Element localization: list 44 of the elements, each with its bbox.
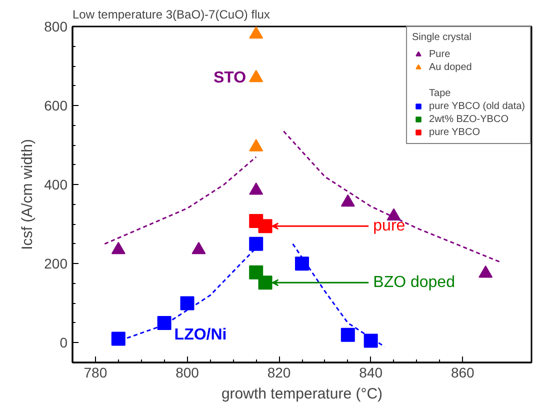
x-tick-label: 860 bbox=[450, 364, 475, 380]
y-tick-label: 800 bbox=[44, 18, 68, 34]
y-tick-label: 0 bbox=[60, 334, 68, 351]
point bbox=[295, 256, 309, 271]
point bbox=[111, 332, 126, 346]
y-tick-label: 400 bbox=[44, 176, 68, 193]
point bbox=[249, 26, 264, 39]
y-axis-title: Icsf (A/cm width) bbox=[19, 139, 36, 250]
legend-label: Pure bbox=[429, 48, 450, 60]
point bbox=[111, 242, 126, 254]
point bbox=[258, 219, 272, 234]
x-tick-label: 820 bbox=[267, 364, 291, 380]
point bbox=[249, 70, 264, 82]
point bbox=[258, 276, 272, 290]
legend-label: 2wt% BZO-YBCO bbox=[429, 113, 508, 125]
annotation: BZO doped bbox=[373, 274, 455, 292]
x-tick-label: 780 bbox=[84, 364, 108, 380]
point bbox=[478, 266, 493, 278]
point bbox=[249, 182, 264, 195]
point bbox=[386, 208, 401, 220]
point bbox=[364, 334, 378, 348]
point bbox=[340, 194, 355, 207]
point bbox=[192, 242, 206, 254]
chart-title: Low temperature 3(BaO)-7(CuO) flux bbox=[72, 8, 270, 22]
point bbox=[180, 296, 194, 310]
point bbox=[249, 236, 264, 251]
text: Single crystal bbox=[412, 32, 472, 43]
x-tick-label: 800 bbox=[176, 364, 200, 380]
y-tick-label: 600 bbox=[44, 98, 68, 114]
point bbox=[249, 265, 264, 280]
point bbox=[157, 316, 172, 330]
legend-label: pure YBCO (old data) bbox=[429, 100, 525, 112]
x-axis-title: growth temperature (°C) bbox=[221, 386, 383, 402]
point bbox=[249, 139, 264, 152]
line-series bbox=[104, 156, 257, 245]
legend-label: Au doped bbox=[429, 61, 472, 73]
x-tick-label: 840 bbox=[359, 364, 383, 380]
annotation: STO bbox=[214, 69, 246, 86]
text: Tape bbox=[429, 88, 451, 98]
annotation: LZO/Ni bbox=[174, 326, 227, 344]
y-tick-label: 200 bbox=[44, 256, 68, 272]
legend-label: pure YBCO bbox=[429, 126, 480, 138]
annotation: pure bbox=[373, 218, 406, 235]
point bbox=[340, 328, 355, 342]
